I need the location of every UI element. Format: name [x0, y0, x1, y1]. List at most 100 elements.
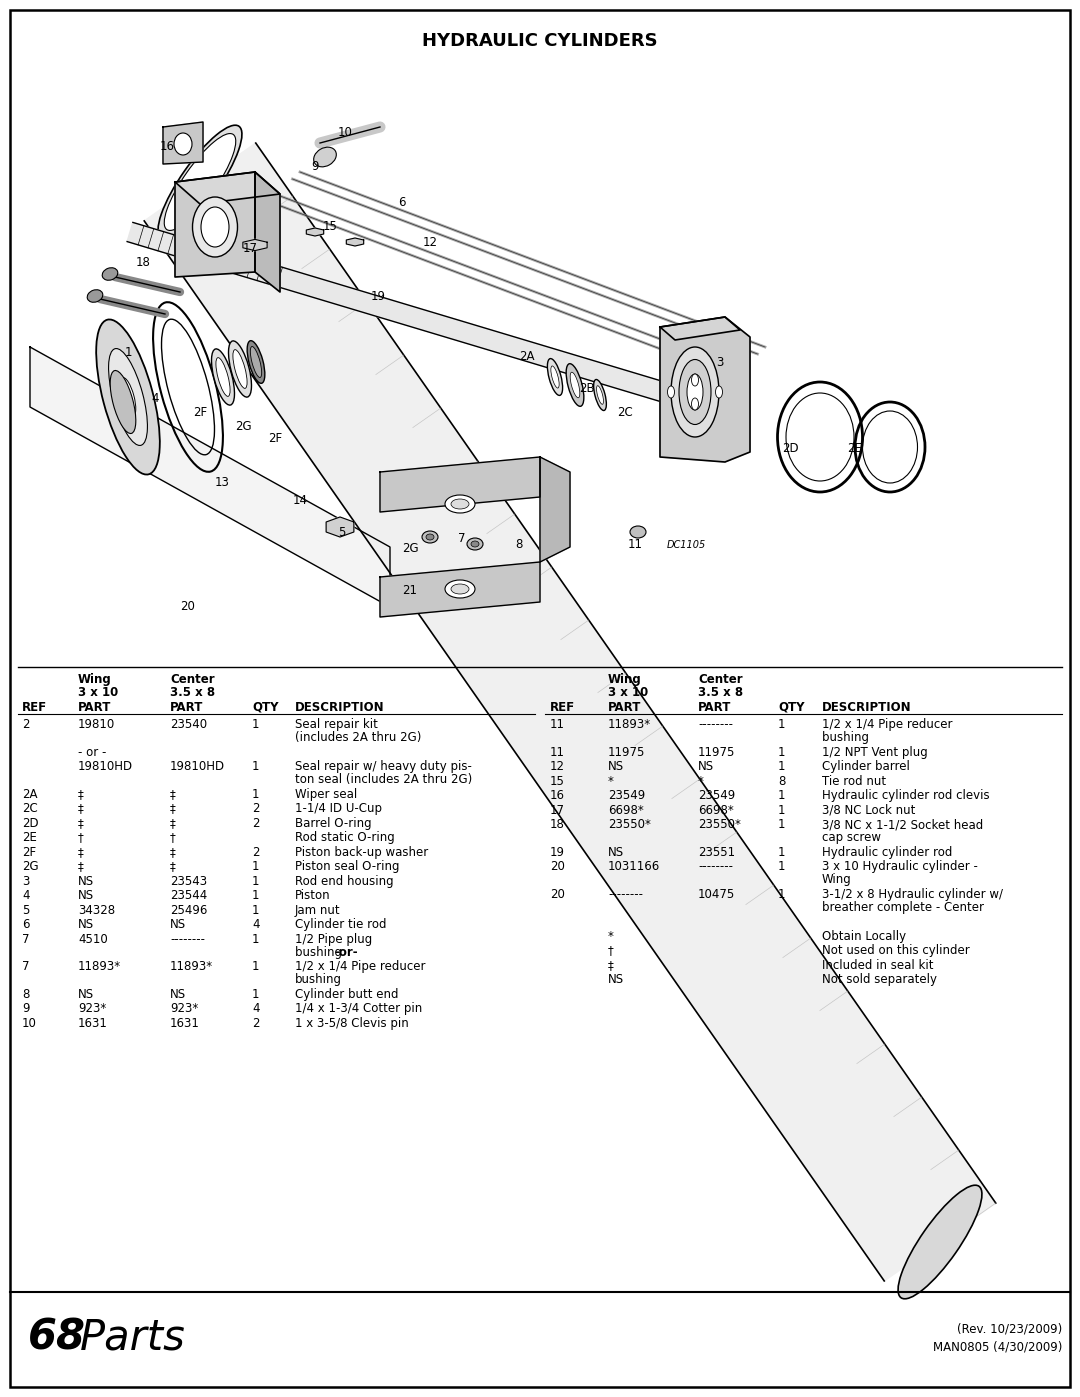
Text: 1: 1 [124, 345, 132, 359]
Text: 2: 2 [252, 1017, 259, 1030]
Ellipse shape [786, 393, 854, 481]
Text: 3-1/2 x 8 Hydraulic cylinder w/: 3-1/2 x 8 Hydraulic cylinder w/ [822, 887, 1003, 901]
Text: HYDRAULIC CYLINDERS: HYDRAULIC CYLINDERS [422, 32, 658, 50]
Text: 7: 7 [458, 532, 465, 545]
Ellipse shape [687, 374, 703, 409]
Text: 1: 1 [778, 803, 785, 817]
Ellipse shape [467, 538, 483, 550]
Text: 2G: 2G [234, 420, 252, 433]
Text: 11: 11 [627, 538, 643, 552]
Text: Hydraulic cylinder rod clevis: Hydraulic cylinder rod clevis [822, 789, 989, 802]
Text: 1: 1 [778, 760, 785, 773]
Text: 2: 2 [22, 718, 29, 731]
Ellipse shape [570, 372, 580, 398]
Text: ‡: ‡ [608, 958, 613, 972]
Text: Not used on this cylinder: Not used on this cylinder [822, 944, 970, 957]
Text: bushing: bushing [295, 946, 346, 958]
Text: 1: 1 [252, 933, 259, 946]
Text: 7: 7 [22, 933, 29, 946]
Text: 1: 1 [252, 904, 259, 916]
Text: 1/2 NPT Vent plug: 1/2 NPT Vent plug [822, 746, 928, 759]
Text: 1: 1 [252, 888, 259, 902]
Text: 11: 11 [550, 718, 565, 731]
Ellipse shape [566, 363, 584, 407]
Ellipse shape [164, 134, 235, 231]
Ellipse shape [120, 377, 136, 416]
Ellipse shape [233, 349, 247, 388]
Text: NS: NS [78, 875, 94, 887]
Text: QTY: QTY [252, 701, 279, 714]
Text: 1: 1 [252, 988, 259, 1000]
Text: 3: 3 [22, 875, 29, 887]
Ellipse shape [899, 1185, 982, 1299]
Text: DESCRIPTION: DESCRIPTION [822, 701, 912, 714]
Text: NS: NS [170, 988, 186, 1000]
Text: 23550*: 23550* [698, 819, 741, 831]
Text: Parts: Parts [80, 1316, 186, 1358]
Ellipse shape [691, 374, 699, 386]
Text: 18: 18 [136, 256, 150, 268]
Text: 5: 5 [22, 904, 29, 916]
Ellipse shape [630, 527, 646, 538]
Ellipse shape [229, 341, 252, 397]
Ellipse shape [109, 348, 148, 446]
Text: 19810HD: 19810HD [78, 760, 133, 773]
Text: PART: PART [170, 701, 203, 714]
Text: ‡: ‡ [78, 817, 84, 830]
Ellipse shape [426, 534, 434, 541]
Text: REF: REF [550, 701, 576, 714]
Text: 9: 9 [311, 161, 319, 173]
Text: 2C: 2C [22, 802, 38, 814]
Text: 1031166: 1031166 [608, 861, 660, 873]
Text: 4: 4 [252, 918, 259, 930]
Text: 3.5 x 8: 3.5 x 8 [698, 686, 743, 698]
Text: NS: NS [698, 760, 714, 773]
Text: --------: -------- [698, 861, 733, 873]
Text: 20: 20 [180, 601, 195, 613]
Text: ton seal (includes 2A thru 2G): ton seal (includes 2A thru 2G) [295, 773, 472, 787]
Ellipse shape [451, 584, 469, 594]
Polygon shape [255, 172, 280, 292]
Polygon shape [660, 317, 740, 339]
Polygon shape [175, 172, 280, 204]
Ellipse shape [691, 398, 699, 409]
Text: Cylinder butt end: Cylinder butt end [295, 988, 399, 1000]
Text: bushing: bushing [295, 974, 342, 986]
Text: -or-: -or- [335, 946, 359, 958]
Text: 1: 1 [252, 960, 259, 974]
Text: *: * [608, 774, 613, 788]
Text: 23540: 23540 [170, 718, 207, 731]
Text: 1/4 x 1-3/4 Cotter pin: 1/4 x 1-3/4 Cotter pin [295, 1002, 422, 1016]
Text: 6: 6 [399, 196, 406, 208]
Text: 2E: 2E [22, 831, 37, 844]
Text: Tie rod nut: Tie rod nut [822, 774, 886, 788]
Ellipse shape [103, 268, 118, 281]
Text: breather complete - Center: breather complete - Center [822, 901, 984, 914]
Text: 1 x 3-5/8 Clevis pin: 1 x 3-5/8 Clevis pin [295, 1017, 408, 1030]
Text: ‡: ‡ [78, 845, 84, 859]
Text: 10: 10 [338, 126, 352, 138]
Text: 11893*: 11893* [78, 960, 121, 974]
Polygon shape [540, 457, 570, 562]
Text: PART: PART [608, 701, 642, 714]
Text: †: † [170, 831, 176, 844]
Text: 3/8 NC x 1-1/2 Socket head: 3/8 NC x 1-1/2 Socket head [822, 819, 983, 831]
Text: NS: NS [608, 974, 624, 986]
Text: ‡: ‡ [170, 802, 176, 814]
Text: 2G: 2G [402, 542, 418, 556]
Text: 1: 1 [778, 845, 785, 859]
Text: 1/2 x 1/4 Pipe reducer: 1/2 x 1/4 Pipe reducer [295, 960, 426, 974]
Text: 17: 17 [243, 243, 257, 256]
Text: 1-1/4 ID U-Cup: 1-1/4 ID U-Cup [295, 802, 382, 814]
Polygon shape [145, 142, 996, 1281]
Text: Cylinder barrel: Cylinder barrel [822, 760, 909, 773]
Text: ‡: ‡ [78, 802, 84, 814]
Text: (Rev. 10/23/2009): (Rev. 10/23/2009) [957, 1323, 1062, 1336]
Text: 11975: 11975 [698, 746, 735, 759]
Text: 2G: 2G [22, 861, 39, 873]
Polygon shape [175, 172, 255, 277]
Text: 1: 1 [778, 819, 785, 831]
Text: 3.5 x 8: 3.5 x 8 [170, 686, 215, 698]
Ellipse shape [422, 531, 438, 543]
Ellipse shape [471, 541, 480, 548]
